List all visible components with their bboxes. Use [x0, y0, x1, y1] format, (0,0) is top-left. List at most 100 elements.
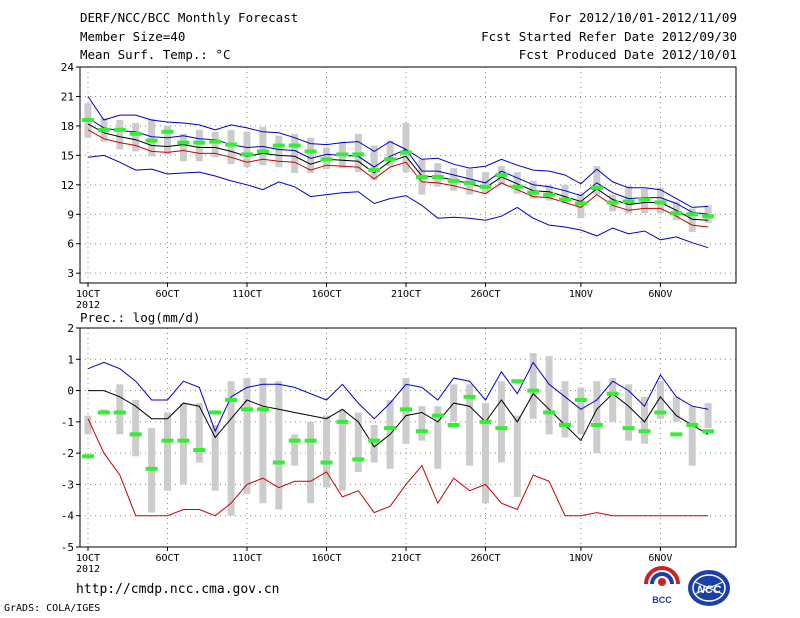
observation-marker [559, 197, 571, 202]
spread-bar [529, 353, 537, 419]
spread-bar [418, 406, 426, 441]
observation-marker [638, 429, 651, 434]
observation-marker [670, 211, 683, 216]
observation-marker [543, 410, 556, 415]
x-year-label: 2012 [76, 564, 100, 575]
spread-bar [243, 378, 251, 494]
fcst-produced-date: Fcst Produced Date 2012/10/01 [518, 47, 737, 62]
observation-marker [654, 410, 667, 415]
plot-frame [79, 327, 737, 548]
spread-bar [513, 415, 521, 497]
spread-bar [195, 403, 203, 463]
observation-marker [368, 438, 381, 443]
observation-marker [161, 129, 174, 134]
observation-marker [82, 454, 94, 459]
series-line-median [88, 390, 709, 448]
observation-marker [225, 397, 238, 402]
spread-bar [307, 421, 315, 504]
y-tick-label: 1 [67, 353, 74, 366]
observation-marker [574, 397, 587, 402]
spread-bar [434, 406, 442, 469]
ncc-logo-text: NCC [697, 584, 722, 596]
grads-credit: GrADS: COLA/IGES [4, 603, 101, 614]
spread-bar [84, 415, 92, 435]
observation-marker [209, 139, 222, 144]
observation-marker [352, 457, 365, 462]
observation-marker [686, 212, 699, 217]
observation-marker [384, 426, 397, 431]
y-tick-label: 18 [61, 120, 74, 133]
observation-marker [606, 200, 619, 205]
observation-marker [177, 140, 190, 145]
observation-marker [590, 185, 603, 190]
spread-bar [513, 172, 521, 194]
observation-marker [559, 422, 571, 427]
series-line-upper [87, 117, 709, 215]
chart-panel-1: 3 6 9 12 15 18 21 24 1OCT 6OCT 11OCT 16OCT 21OCT 26OC… [61, 61, 737, 311]
observation-marker [145, 466, 158, 471]
spread-bar [577, 193, 585, 219]
observation-marker [702, 429, 715, 434]
spread-bar [625, 384, 633, 441]
observation-marker [161, 438, 174, 443]
spread-bar [466, 384, 474, 466]
spread-bar [291, 434, 299, 466]
observation-marker [97, 127, 110, 132]
forecast-period: For 2012/10/01-2012/11/09 [548, 10, 737, 25]
observation-marker [527, 388, 540, 393]
spread-bar [386, 140, 394, 167]
observation-marker [638, 197, 651, 202]
x-tick-label: 1OCT [76, 289, 100, 300]
y-tick-label: -3 [61, 478, 74, 491]
observation-marker [463, 180, 476, 185]
spread-bar [672, 396, 680, 422]
observation-marker [97, 410, 110, 415]
y-tick-label: 2 [67, 322, 74, 335]
x-tick-label: 21OCT [391, 289, 421, 300]
observation-marker [177, 438, 190, 443]
observation-marker [431, 174, 444, 179]
observation-marker [368, 168, 381, 173]
observation-marker [336, 419, 349, 424]
observation-marker [702, 214, 715, 219]
spread-bar [148, 119, 156, 157]
spread-bar [227, 129, 235, 165]
observation-marker [129, 432, 142, 437]
y-tick-label: 21 [61, 90, 74, 103]
observation-marker [241, 407, 253, 412]
spread-bar [354, 412, 362, 472]
x-tick-label: 16OCT [311, 289, 341, 300]
series-line-mean [87, 129, 709, 228]
observation-marker [288, 143, 301, 148]
observation-marker [193, 448, 206, 453]
observation-marker [654, 200, 667, 205]
spread-bar [132, 122, 140, 152]
observation-marker [447, 422, 460, 427]
observation-marker [479, 419, 492, 424]
spread-bar [561, 381, 569, 438]
observation-marker [352, 152, 365, 157]
spread-bar [561, 184, 569, 204]
source-url[interactable]: http://cmdp.ncc.cma.gov.cn [76, 582, 280, 597]
observation-marker [590, 422, 603, 427]
panel-title: Prec.: log(mm/d) [80, 310, 200, 325]
observation-marker [400, 407, 412, 412]
observation-marker [495, 426, 508, 431]
variable-label: Mean Surf. Temp.: °C [80, 47, 231, 62]
observation-marker [304, 438, 317, 443]
spread-bar [307, 137, 315, 174]
spread-bar [656, 381, 664, 419]
x-tick-label: 6OCT [155, 289, 179, 300]
x-tick-label: 21OCT [391, 553, 421, 564]
y-tick-label: 15 [61, 149, 74, 162]
observation-marker [686, 422, 699, 427]
x-tick-label: 26OCT [470, 289, 500, 300]
series-line-min [87, 154, 709, 249]
x-year-label: 2012 [76, 300, 100, 311]
observation-marker [670, 432, 683, 437]
observation-marker [527, 190, 540, 195]
bcc-logo: BCC [640, 566, 684, 606]
observation-marker [543, 192, 556, 197]
